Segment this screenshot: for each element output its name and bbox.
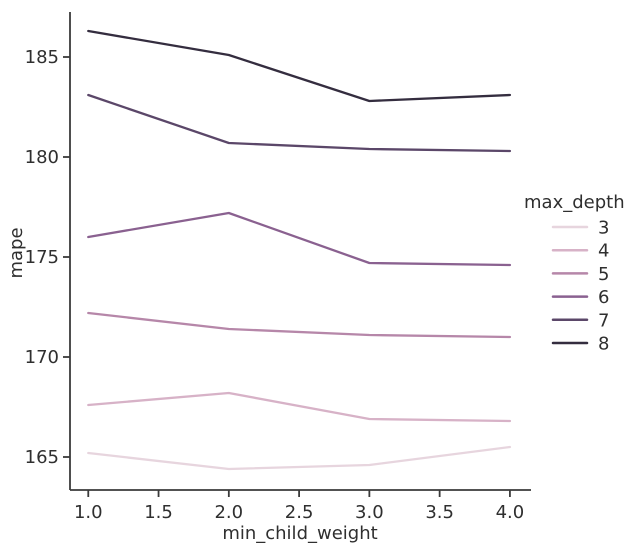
x-axis-label: min_child_weight (222, 523, 377, 544)
series-layer (87, 29, 512, 471)
legend-label-6: 6 (598, 287, 609, 308)
x-tick-label: 1.5 (144, 502, 173, 523)
series-line-5 (87, 311, 512, 339)
y-tick-label: 165 (25, 447, 59, 468)
legend-label-3: 3 (598, 218, 609, 239)
legend-label-5: 5 (598, 264, 609, 285)
x-tick-label: 2.5 (285, 502, 314, 523)
x-tick-label: 3.5 (425, 502, 454, 523)
y-tick-label: 170 (25, 347, 59, 368)
x-tick-label: 1.0 (74, 502, 103, 523)
legend-label-4: 4 (598, 241, 609, 262)
series-line-4 (87, 391, 512, 423)
series-line-6 (87, 211, 512, 267)
legend-label-7: 7 (598, 310, 609, 331)
series-line-8 (87, 29, 512, 103)
legend-label-8: 8 (598, 334, 609, 355)
y-tick-label: 185 (25, 47, 59, 68)
x-tick-label: 3.0 (355, 502, 384, 523)
axes-layer: 165 170 175 180 185 1.0 1.5 2.0 2.5 3.0 3.5 4.0 (25, 12, 531, 523)
legend-title: max_depth (524, 192, 625, 213)
x-tick-label: 4.0 (496, 502, 525, 523)
series-line-7 (87, 93, 512, 153)
y-tick-label: 180 (25, 147, 59, 168)
series-line-3 (87, 445, 512, 471)
y-axis-label: mape (6, 227, 27, 278)
x-tick-label: 2.0 (214, 502, 243, 523)
y-tick-label: 175 (25, 247, 59, 268)
